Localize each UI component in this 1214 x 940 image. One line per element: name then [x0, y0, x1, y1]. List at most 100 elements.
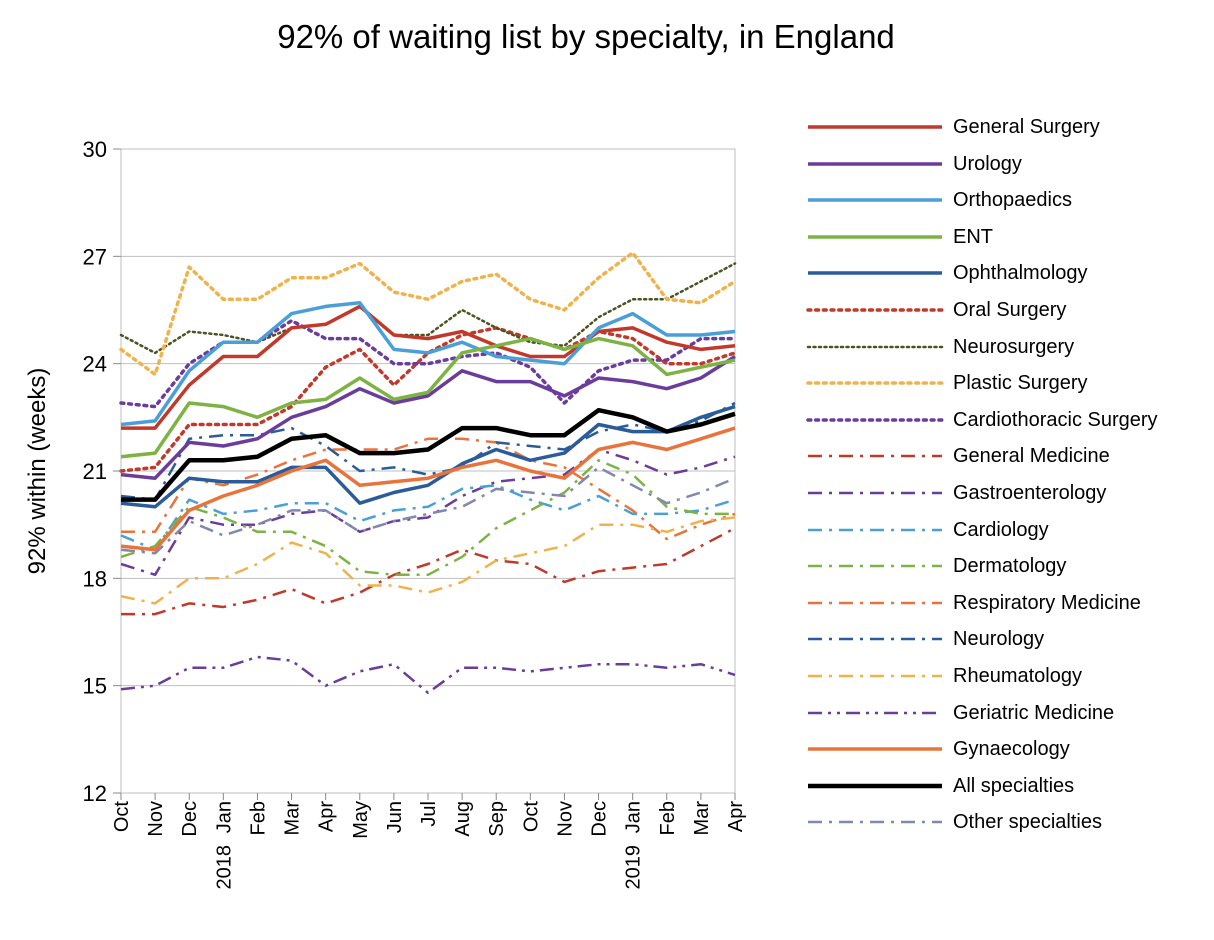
x-tick-label: Jun — [384, 801, 406, 833]
legend-label: Orthopaedics — [953, 189, 1072, 212]
x-tick-label: Sep — [486, 801, 508, 837]
legend-item: Neurology — [805, 624, 1210, 654]
series-line-all-specialties — [121, 407, 736, 502]
series-line-rheumatology — [120, 516, 736, 605]
series-line-ent — [120, 336, 736, 459]
legend-item: Ophthalmology — [805, 258, 1210, 288]
x-tick-label: Dec — [589, 801, 611, 837]
legend-label: Plastic Surgery — [953, 372, 1088, 395]
legend-label: Gynaecology — [953, 738, 1070, 761]
x-tick-label: Nov — [554, 801, 576, 837]
x-tick-label: Mar — [282, 801, 304, 836]
legend-swatch — [808, 783, 942, 789]
series-line-general-surgery — [121, 304, 736, 430]
legend-item: General Surgery — [805, 112, 1210, 142]
legend-swatch — [808, 821, 942, 824]
legend-label: Cardiology — [953, 518, 1049, 541]
legend-swatch — [806, 381, 944, 385]
series-line-plastic-surgery — [119, 251, 737, 377]
legend-label: Geriatric Medicine — [953, 701, 1115, 724]
x-tick-label: Jul — [418, 801, 440, 827]
series-line-dermatology — [120, 459, 735, 577]
series-line-cardiology — [120, 484, 736, 551]
legend-swatch — [806, 345, 944, 348]
y-tick-label: 21 — [83, 459, 107, 484]
legend-item: Cardiology — [805, 515, 1210, 545]
legend-swatch — [808, 455, 942, 458]
legend-swatch — [808, 491, 942, 495]
legend-swatch — [808, 711, 942, 714]
legend-item: Cardiothoracic Surgery — [805, 405, 1210, 435]
legend-item: Gynaecology — [805, 734, 1210, 764]
series-line-urology — [120, 355, 736, 480]
legend-swatch — [808, 528, 942, 531]
legend-label: Dermatology — [953, 555, 1067, 578]
legend-item: General Medicine — [805, 441, 1210, 471]
legend-swatch — [808, 125, 942, 129]
legend-label: Other specialties — [953, 811, 1102, 834]
series-line-respiratory-medicine — [121, 437, 736, 541]
legend-label: Neurosurgery — [953, 335, 1075, 358]
y-tick-label: 12 — [83, 781, 107, 806]
axes: 12 15 18 21 24 27 30 Oct Nov Dec Jan Feb Mar Apr May Ju… — [83, 137, 747, 890]
series-line-gastroenterology — [120, 448, 736, 577]
legend-swatch — [808, 674, 942, 678]
x-tick-label: Dec — [179, 801, 201, 837]
x-tick-label: Oct — [111, 801, 133, 833]
series-lines — [119, 251, 737, 695]
legend-label: Rheumatology — [953, 665, 1082, 687]
x-tick-label: Oct — [520, 801, 542, 833]
x-tick-label: Mar — [691, 801, 713, 836]
x-tick-label: Nov — [145, 801, 167, 837]
x-tick-label: Feb — [247, 801, 269, 835]
series-line-ophthalmology — [120, 404, 736, 509]
legend-label: Ophthalmology — [953, 262, 1088, 285]
legend-label: General Surgery — [953, 116, 1100, 138]
x-tick-label: Aug — [452, 801, 474, 837]
y-tick-label: 30 — [83, 137, 107, 162]
legend-item: All specialties — [805, 771, 1210, 801]
legend-swatch — [806, 308, 944, 312]
legend-label: ENT — [953, 225, 993, 248]
series-line-orthopaedics — [120, 301, 736, 427]
legend-item: Urology — [805, 149, 1210, 179]
legend-label: Respiratory Medicine — [953, 591, 1141, 614]
legend-swatch — [806, 418, 944, 422]
legend-swatch — [808, 638, 942, 641]
series-line-neurosurgery — [119, 262, 737, 355]
series-line-other-specialties — [120, 466, 736, 555]
legend-item: Plastic Surgery — [805, 368, 1210, 398]
legend-label: Neurology — [953, 628, 1045, 651]
y-tick-label: 24 — [83, 352, 107, 377]
series-line-general-medicine — [121, 527, 736, 616]
legend-label: Gastroenterology — [953, 482, 1107, 504]
gridlines — [121, 148, 735, 794]
legend-item: Orthopaedics — [805, 185, 1210, 215]
legend-item: Neurosurgery — [805, 332, 1210, 362]
legend-swatch — [808, 271, 942, 276]
legend-swatch — [808, 747, 942, 751]
legend-label: Urology — [953, 152, 1022, 175]
y-tick-label: 15 — [83, 674, 107, 699]
legend-item: Oral Surgery — [805, 295, 1210, 325]
y-tick-label: 18 — [83, 566, 107, 591]
legend-swatch — [808, 198, 942, 202]
x-year-label: 2019 — [623, 845, 645, 890]
legend-label: All specialties — [953, 774, 1075, 797]
legend-label: General Medicine — [953, 445, 1110, 468]
x-tick-label: Jan — [213, 801, 235, 833]
y-tick-label: 27 — [83, 244, 107, 269]
legend-label: Oral Surgery — [953, 299, 1067, 321]
y-axis-label: 92% within (weeks) — [24, 368, 51, 575]
legend-item: Geriatric Medicine — [805, 698, 1210, 728]
chart-title: 92% of waiting list by specialty, in Eng… — [277, 18, 895, 55]
x-tick-label: Jan — [623, 801, 645, 833]
legend-item: Respiratory Medicine — [805, 588, 1210, 618]
series-line-geriatric-medicine — [120, 655, 736, 695]
x-tick-label: Apr — [725, 801, 747, 832]
legend-item: Other specialties — [805, 807, 1210, 837]
x-tick-label: Feb — [657, 801, 679, 835]
x-year-label: 2018 — [213, 845, 235, 890]
line-chart: 12 15 18 21 24 27 30 Oct Nov Dec Jan Feb Mar Apr May Ju… — [24, 137, 747, 890]
legend-item: ENT — [805, 222, 1210, 252]
